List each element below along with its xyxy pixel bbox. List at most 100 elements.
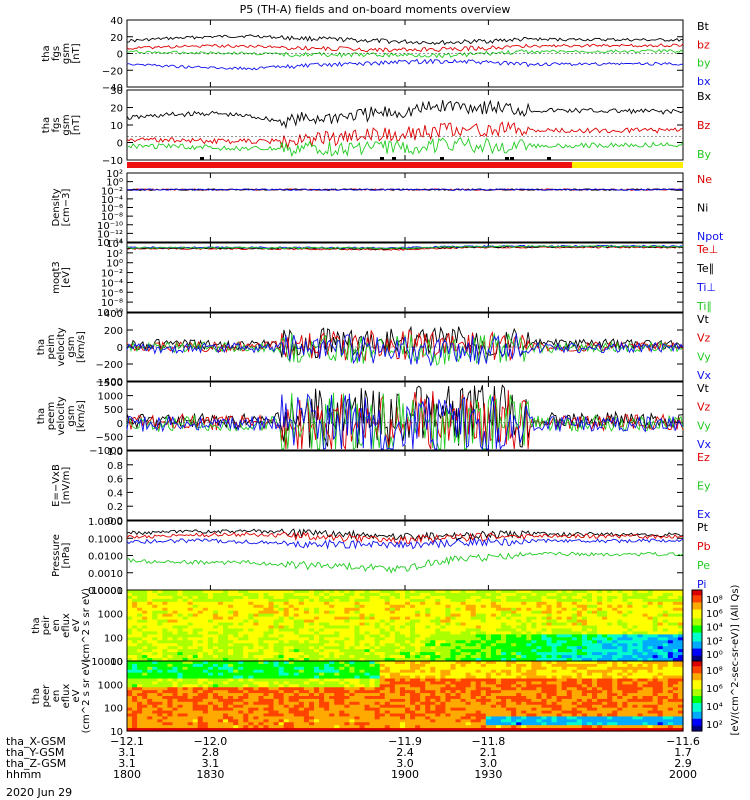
spectrogram-cell [607,607,613,612]
spectrogram-cell [501,607,507,612]
spectrogram-cell [597,628,603,633]
spectrogram-cell [501,628,507,633]
spectrogram-cell [389,719,396,723]
spectrogram-cell [430,613,436,618]
spectrogram-cell [344,701,350,706]
spectrogram-cell [349,687,356,691]
spectrogram-cell [415,634,421,638]
spectrogram-cell [430,643,436,647]
spectrogram-cell [420,595,426,600]
spectrogram-cell [531,590,538,594]
spectrogram-cell [177,669,184,674]
spectrogram-cell [354,713,361,718]
spectrogram-cell [172,643,179,647]
spectrogram-cell [202,598,209,603]
spectrogram-cell [480,713,487,718]
spectrogram-cell [425,707,431,712]
spectrogram-cell [177,698,184,703]
spectrogram-cell [485,595,492,600]
spectrogram-cell [359,713,366,718]
spectrogram-cell [541,658,548,662]
spectrogram-cell [374,672,381,677]
spectrogram-cell [470,672,477,677]
spectrogram-cell [516,590,522,594]
spectrogram-cell [480,704,487,709]
spectrogram-cell [359,675,366,680]
spectrogram-cell [425,643,431,647]
spectrogram-cell [597,643,603,647]
spectrogram-cell [460,637,467,641]
spectrogram-cell [238,616,244,621]
spectrogram-cell [127,646,133,650]
y-tick-label: 0 [117,139,123,150]
spectrogram-cell [217,698,224,703]
spectrogram-cell [657,646,664,650]
spectrogram-cell [162,613,169,618]
spectrogram-cell [657,649,664,653]
spectrogram-cell [268,693,275,697]
spectrogram-cell [324,666,330,671]
spectrogram-cell [470,649,477,653]
spectrogram-cell [617,646,623,650]
spectrogram-cell [192,684,199,688]
spectrogram-cell [541,628,548,633]
y-axis-label: Pressure [51,534,62,577]
spectrogram-cell [142,687,148,691]
spectrogram-cell [334,716,340,720]
spectrogram-cell [617,631,623,635]
spectrogram-cell [324,607,330,612]
spectrogram-cell [662,619,669,624]
spectrogram-cell [374,634,381,638]
spectrogram-cell [531,625,538,630]
spectrogram-cell [475,619,482,624]
spectrogram-cell [445,661,452,665]
spectrogram-cell [516,716,522,720]
spectrogram-cell [450,619,457,624]
spectrogram-cell [475,672,482,677]
spectrogram-cell [581,604,588,609]
spectrogram-cell [399,678,406,683]
spectrogram-cell [177,649,184,653]
spectrogram-cell [415,598,421,603]
spectrogram-cell [258,707,265,712]
spectrogram-cell [228,663,234,668]
spectrogram-cell [132,672,138,677]
spectrogram-cell [561,637,568,641]
spectrogram-cell [672,604,679,609]
spectrogram-cell [187,607,194,612]
spectrogram-cell [314,713,320,718]
spectrogram-cell [344,646,350,650]
spectrogram-cell [465,678,472,683]
spectrogram-cell [273,590,280,594]
spectrogram-cell [627,604,634,609]
series-line-Pt [126,528,684,542]
spectrogram-cell [202,678,209,683]
spectrogram-cell [415,693,421,697]
spectrogram-cell [430,672,436,677]
spectrogram-cell [662,622,669,627]
spectrogram-cell [258,661,265,665]
spectrogram-cell [308,701,315,706]
spectrogram-cell [253,604,260,609]
spectrogram-cell [475,595,482,600]
spectrogram-cell [511,601,517,606]
spectrogram-cell [445,701,452,706]
spectrogram-cell [571,592,578,597]
spectrogram-cell [571,640,578,644]
spectrogram-cell [354,655,361,659]
spectrogram-cell [202,640,209,644]
spectrogram-cell [157,696,163,700]
spectrogram-cell [420,728,426,732]
spectrogram-cell [546,646,553,650]
spectrogram-cell [627,634,634,638]
spectrogram-cell [243,592,249,597]
spectrogram-cell [217,637,224,641]
spectrogram-cell [465,687,472,691]
spectrogram-cell [597,655,603,659]
spectrogram-cell [298,610,305,615]
spectrogram-cell [253,622,260,627]
spectrogram-cell [263,646,270,650]
spectrogram-cell [506,590,512,594]
spectrogram-cell [516,661,522,665]
spectrogram-cell [359,716,366,720]
